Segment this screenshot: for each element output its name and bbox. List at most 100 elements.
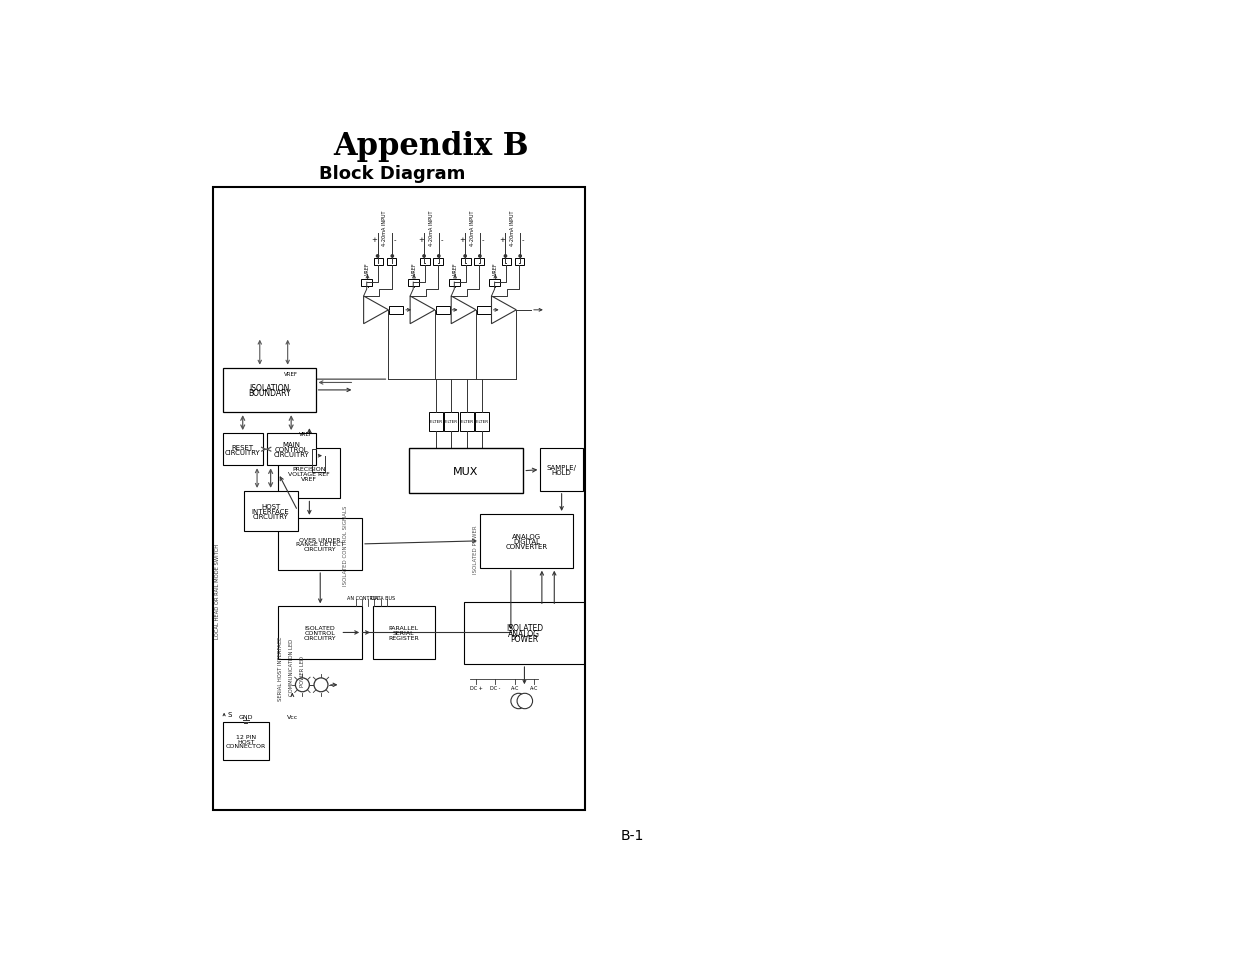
Bar bbox=[409, 449, 524, 494]
Text: POWER: POWER bbox=[510, 635, 538, 644]
Circle shape bbox=[437, 255, 440, 258]
Circle shape bbox=[517, 694, 532, 709]
Text: ISOLATION: ISOLATION bbox=[249, 383, 289, 392]
Text: RANGE DETECT: RANGE DETECT bbox=[296, 542, 345, 547]
Text: CONTROL: CONTROL bbox=[305, 630, 336, 636]
Bar bbox=[541, 449, 583, 491]
Circle shape bbox=[314, 679, 329, 692]
Text: +: + bbox=[499, 236, 505, 243]
Text: SERIAL HOST INTERFACE: SERIAL HOST INTERFACE bbox=[278, 636, 283, 700]
Text: -: - bbox=[394, 236, 396, 243]
Text: PARALLEL: PARALLEL bbox=[389, 625, 419, 631]
Text: 4-20mA INPUT: 4-20mA INPUT bbox=[382, 211, 387, 246]
Text: BOUNDARY: BOUNDARY bbox=[248, 389, 290, 397]
Text: CIRCUITRY: CIRCUITRY bbox=[225, 449, 261, 456]
Text: FILTER: FILTER bbox=[429, 420, 442, 424]
Text: DIGITAL: DIGITAL bbox=[513, 538, 540, 544]
Text: Appendix B: Appendix B bbox=[333, 132, 529, 162]
Text: OVER UNDER: OVER UNDER bbox=[299, 537, 341, 542]
Bar bbox=[459, 413, 474, 432]
Bar bbox=[477, 307, 490, 314]
Text: HOST: HOST bbox=[237, 739, 254, 743]
Text: FILTER: FILTER bbox=[475, 420, 489, 424]
Text: VREF: VREF bbox=[411, 262, 416, 274]
Text: MAIN: MAIN bbox=[282, 441, 300, 448]
Bar bbox=[501, 259, 511, 266]
Bar bbox=[515, 259, 524, 266]
Text: INTERFACE: INTERFACE bbox=[252, 508, 289, 515]
Bar bbox=[222, 434, 263, 466]
Circle shape bbox=[464, 255, 467, 258]
Text: MUX: MUX bbox=[453, 466, 479, 476]
Text: Block Diagram: Block Diagram bbox=[319, 165, 466, 183]
Text: DC +: DC + bbox=[469, 685, 483, 690]
Text: ISOLATED: ISOLATED bbox=[506, 623, 543, 633]
Bar bbox=[408, 280, 419, 287]
Bar bbox=[362, 280, 372, 287]
Bar bbox=[222, 368, 316, 413]
Text: VREF: VREF bbox=[301, 476, 317, 481]
Bar bbox=[448, 280, 459, 287]
Text: ANALOG: ANALOG bbox=[511, 533, 541, 539]
Text: VREF: VREF bbox=[284, 372, 298, 376]
Circle shape bbox=[519, 255, 521, 258]
Text: PRECISION: PRECISION bbox=[293, 467, 326, 472]
Circle shape bbox=[295, 679, 310, 692]
Text: -: - bbox=[522, 236, 525, 243]
Text: 4-20mA INPUT: 4-20mA INPUT bbox=[510, 211, 515, 246]
Text: AN CONTROL: AN CONTROL bbox=[347, 595, 380, 599]
Bar bbox=[480, 515, 573, 568]
Bar bbox=[387, 259, 396, 266]
Bar bbox=[420, 259, 430, 266]
Bar bbox=[433, 259, 442, 266]
Text: -: - bbox=[441, 236, 443, 243]
Text: HOST: HOST bbox=[261, 503, 280, 509]
Text: 12 PIN: 12 PIN bbox=[236, 734, 256, 740]
Bar bbox=[243, 491, 298, 531]
Text: SAMPLE/: SAMPLE/ bbox=[547, 464, 577, 471]
Bar bbox=[475, 413, 489, 432]
Text: LOCAL HEAD OR RAIL MODE SWITCH: LOCAL HEAD OR RAIL MODE SWITCH bbox=[215, 544, 220, 639]
Text: -: - bbox=[482, 236, 484, 243]
Text: DATA BUS: DATA BUS bbox=[370, 595, 395, 599]
Text: GND: GND bbox=[238, 714, 253, 720]
Text: +: + bbox=[372, 236, 378, 243]
Text: FILTER: FILTER bbox=[445, 420, 458, 424]
Text: SERIAL: SERIAL bbox=[393, 630, 415, 636]
Text: REGISTER: REGISTER bbox=[389, 635, 420, 640]
Text: COMMUNICATION LED: COMMUNICATION LED bbox=[289, 639, 294, 695]
Circle shape bbox=[511, 694, 526, 709]
Text: CONVERTER: CONVERTER bbox=[505, 543, 547, 550]
Text: CIRCUITRY: CIRCUITRY bbox=[304, 635, 336, 640]
Bar bbox=[389, 307, 403, 314]
Text: CIRCUITRY: CIRCUITRY bbox=[273, 452, 309, 458]
Circle shape bbox=[391, 255, 394, 258]
Text: VREF: VREF bbox=[299, 431, 312, 436]
Bar bbox=[474, 259, 484, 266]
Text: ISOLATED: ISOLATED bbox=[305, 625, 336, 631]
Text: Vcc: Vcc bbox=[287, 714, 298, 720]
Text: VREF: VREF bbox=[452, 262, 458, 274]
Bar bbox=[278, 518, 362, 571]
Circle shape bbox=[479, 255, 482, 258]
Bar bbox=[222, 722, 269, 760]
Text: CONNECTOR: CONNECTOR bbox=[226, 743, 266, 748]
Bar bbox=[278, 607, 362, 659]
Bar bbox=[373, 607, 435, 659]
Text: ANALOG: ANALOG bbox=[509, 629, 541, 639]
Bar bbox=[212, 188, 584, 810]
Text: CIRCUITRY: CIRCUITRY bbox=[253, 514, 289, 519]
Text: VREF: VREF bbox=[493, 262, 498, 274]
Bar bbox=[436, 307, 450, 314]
Text: FILTER: FILTER bbox=[461, 420, 473, 424]
Text: RESET: RESET bbox=[232, 444, 253, 450]
Circle shape bbox=[377, 255, 379, 258]
Text: A-C: A-C bbox=[530, 685, 538, 690]
Bar bbox=[341, 445, 351, 653]
Bar bbox=[464, 603, 584, 664]
Circle shape bbox=[422, 255, 425, 258]
Text: S: S bbox=[227, 711, 232, 718]
Bar bbox=[489, 280, 500, 287]
Text: VREF: VREF bbox=[366, 262, 370, 274]
Text: 4-20mA INPUT: 4-20mA INPUT bbox=[429, 211, 433, 246]
